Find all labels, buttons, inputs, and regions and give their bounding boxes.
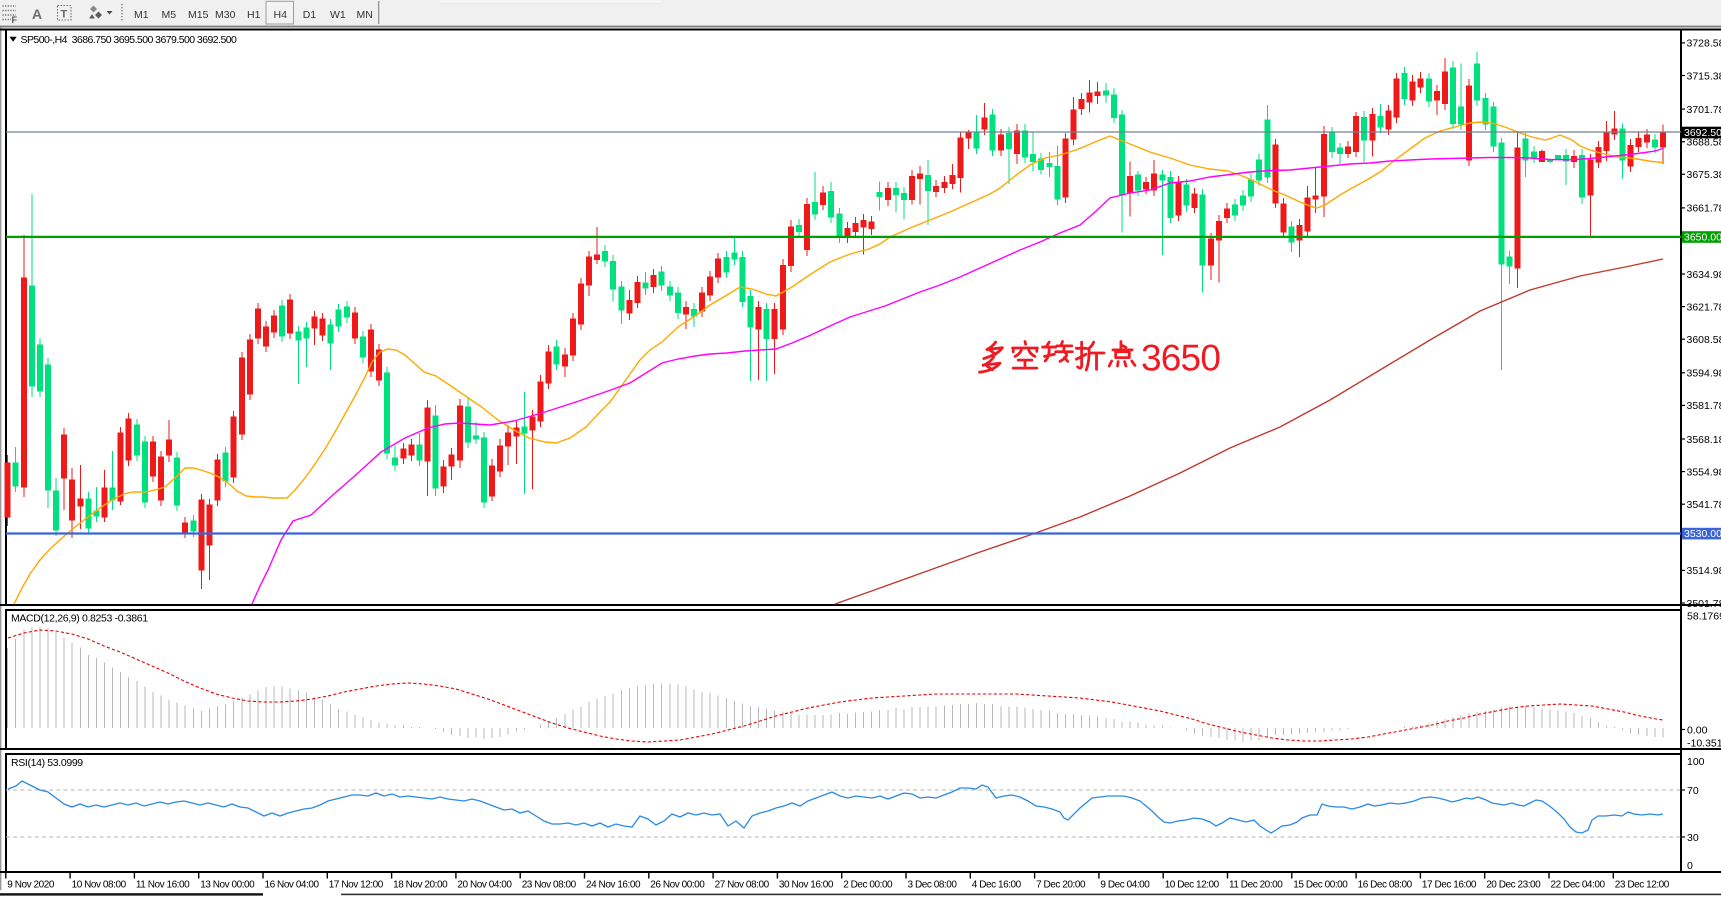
svg-text:13 Nov 00:00: 13 Nov 00:00 — [200, 880, 255, 891]
svg-text:3692.50: 3692.50 — [1684, 127, 1721, 139]
svg-text:3650: 3650 — [1141, 338, 1220, 379]
svg-text:T: T — [61, 9, 68, 21]
svg-text:H1: H1 — [247, 9, 261, 21]
svg-text:3621.78: 3621.78 — [1687, 301, 1721, 313]
svg-text:58.1769: 58.1769 — [1687, 611, 1721, 623]
svg-text:3608.58: 3608.58 — [1687, 334, 1721, 346]
svg-text:A: A — [32, 6, 42, 22]
svg-text:3675.38: 3675.38 — [1687, 169, 1721, 181]
svg-text:16 Dec 08:00: 16 Dec 08:00 — [1358, 880, 1413, 891]
svg-text:7 Dec 20:00: 7 Dec 20:00 — [1036, 880, 1086, 891]
svg-text:3728.58: 3728.58 — [1687, 38, 1721, 50]
svg-text:D1: D1 — [303, 9, 317, 21]
svg-text:0: 0 — [1687, 860, 1693, 872]
svg-text:20 Dec 23:00: 20 Dec 23:00 — [1486, 880, 1541, 891]
svg-text:3650.00: 3650.00 — [1684, 232, 1721, 244]
svg-text:MN: MN — [357, 9, 373, 21]
svg-text:MACD(12,26,9) 0.8253 -0.3861: MACD(12,26,9) 0.8253 -0.3861 — [11, 613, 148, 625]
svg-text:30: 30 — [1687, 832, 1699, 844]
svg-text:26 Nov 00:00: 26 Nov 00:00 — [650, 880, 705, 891]
svg-text:3541.78: 3541.78 — [1687, 499, 1721, 511]
svg-text:10 Dec 12:00: 10 Dec 12:00 — [1165, 880, 1220, 891]
svg-text:27 Nov 08:00: 27 Nov 08:00 — [715, 880, 770, 891]
svg-text:3594.98: 3594.98 — [1687, 368, 1721, 380]
svg-text:24 Nov 16:00: 24 Nov 16:00 — [586, 880, 641, 891]
svg-text:3634.98: 3634.98 — [1687, 269, 1721, 281]
svg-text:3701.78: 3701.78 — [1687, 104, 1721, 116]
svg-text:3568.18: 3568.18 — [1687, 434, 1721, 446]
svg-text:4 Dec 16:00: 4 Dec 16:00 — [972, 880, 1022, 891]
svg-text:3514.98: 3514.98 — [1687, 565, 1721, 577]
svg-text:16 Nov 04:00: 16 Nov 04:00 — [265, 880, 320, 891]
svg-text:11 Nov 16:00: 11 Nov 16:00 — [136, 880, 190, 891]
svg-text:M1: M1 — [134, 9, 149, 21]
svg-text:W1: W1 — [330, 9, 346, 21]
svg-text:20 Nov 04:00: 20 Nov 04:00 — [457, 880, 512, 891]
svg-text:2 Dec 00:00: 2 Dec 00:00 — [843, 880, 893, 891]
svg-text:23 Dec 12:00: 23 Dec 12:00 — [1615, 880, 1670, 891]
svg-text:23 Nov 08:00: 23 Nov 08:00 — [522, 880, 577, 891]
svg-text:SP500-,H4 3686.750 3695.500 3: SP500-,H4 3686.750 3695.500 3679.500 369… — [21, 34, 238, 46]
svg-text:H4: H4 — [274, 9, 288, 21]
svg-text:22 Dec 04:00: 22 Dec 04:00 — [1551, 880, 1606, 891]
svg-text:-10.351: -10.351 — [1687, 738, 1721, 750]
svg-text:11 Dec 20:00: 11 Dec 20:00 — [1229, 880, 1283, 891]
svg-text:0.00: 0.00 — [1687, 725, 1708, 737]
svg-text:9 Dec 04:00: 9 Dec 04:00 — [1100, 880, 1150, 891]
svg-text:70: 70 — [1687, 785, 1699, 797]
svg-text:M5: M5 — [162, 9, 177, 21]
svg-text:3554.98: 3554.98 — [1687, 466, 1721, 478]
svg-text:M15: M15 — [188, 9, 209, 21]
svg-text:17 Dec 16:00: 17 Dec 16:00 — [1422, 880, 1477, 891]
svg-text:3530.00: 3530.00 — [1684, 528, 1721, 540]
svg-text:RSI(14) 53.0999: RSI(14) 53.0999 — [11, 757, 83, 769]
svg-text:M30: M30 — [215, 9, 236, 21]
svg-text:15 Dec 00:00: 15 Dec 00:00 — [1293, 880, 1348, 891]
svg-text:10 Nov 08:00: 10 Nov 08:00 — [72, 880, 127, 891]
svg-text:3 Dec 08:00: 3 Dec 08:00 — [908, 880, 958, 891]
svg-text:17 Nov 12:00: 17 Nov 12:00 — [329, 880, 384, 891]
svg-text:9 Nov 2020: 9 Nov 2020 — [7, 880, 55, 891]
svg-text:30 Nov 16:00: 30 Nov 16:00 — [779, 880, 834, 891]
svg-text:3715.38: 3715.38 — [1687, 70, 1721, 82]
svg-text:3661.78: 3661.78 — [1687, 203, 1721, 215]
svg-text:18 Nov 20:00: 18 Nov 20:00 — [393, 880, 448, 891]
svg-text:3688.58: 3688.58 — [1687, 137, 1721, 149]
svg-text:100: 100 — [1687, 756, 1705, 768]
svg-text:3581.78: 3581.78 — [1687, 400, 1721, 412]
svg-text:3501.78: 3501.78 — [1687, 598, 1721, 610]
svg-text:F: F — [12, 15, 18, 25]
